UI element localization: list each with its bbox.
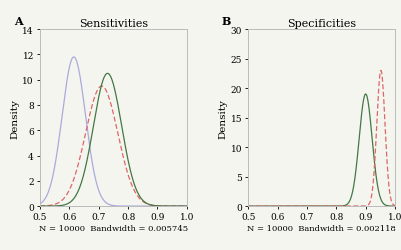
X-axis label: N = 10000  Bandwidth = 0.005745: N = 10000 Bandwidth = 0.005745 <box>39 224 188 232</box>
Y-axis label: Density: Density <box>10 98 20 138</box>
Title: Specificities: Specificities <box>287 19 356 29</box>
Y-axis label: Density: Density <box>219 98 228 138</box>
Title: Sensitivities: Sensitivities <box>79 19 148 29</box>
X-axis label: N = 10000  Bandwidth = 0.002118: N = 10000 Bandwidth = 0.002118 <box>247 224 396 232</box>
Text: B: B <box>222 16 231 27</box>
Text: A: A <box>14 16 22 27</box>
